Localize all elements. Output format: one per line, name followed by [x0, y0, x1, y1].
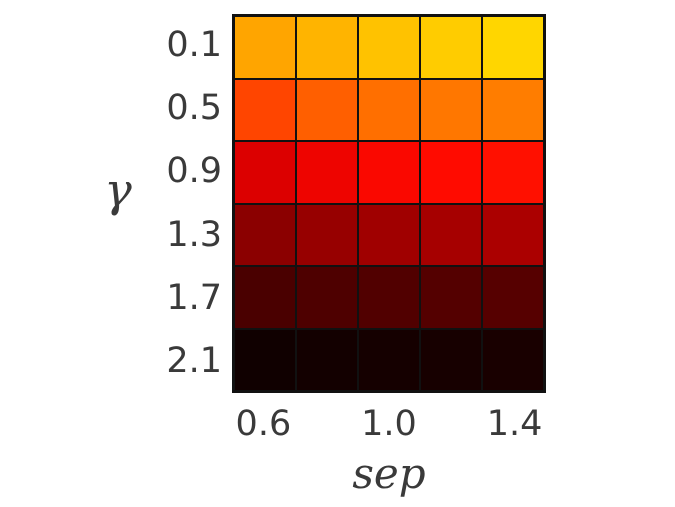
heatmap-cell-r5-c1: [296, 328, 358, 391]
heatmap-cell-r1-c3: [420, 78, 482, 141]
heatmap-cell-r1-c4: [482, 78, 544, 141]
heatmap-cell-r2-c3: [420, 141, 482, 204]
x-axis-tick-labels: 0.6 1.0 1.4: [232, 400, 546, 448]
heatmap-cell-r4-c1: [296, 266, 358, 329]
heatmap-grid: [232, 14, 546, 393]
heatmap-cell-r3-c1: [296, 203, 358, 266]
heatmap-cell-r4-c3: [420, 266, 482, 329]
heatmap-cell-r4-c2: [358, 266, 420, 329]
x-tick-label-1: 1.0: [361, 404, 417, 444]
y-tick-label-4: 1.7: [166, 277, 222, 318]
y-tick-label-0: 0.1: [166, 25, 222, 66]
x-axis-label: sep: [352, 449, 426, 498]
heatmap-cell-r3-c4: [482, 203, 544, 266]
heatmap-cell-r3-c3: [420, 203, 482, 266]
heatmap-cell-r0-c4: [482, 16, 544, 79]
heatmap-cell-r2-c1: [296, 141, 358, 204]
heatmap-cell-r5-c4: [482, 328, 544, 391]
heatmap-cell-r2-c0: [234, 141, 296, 204]
heatmap-cell-r3-c2: [358, 203, 420, 266]
heatmap-cell-r4-c0: [234, 266, 296, 329]
heatmap-cell-r1-c0: [234, 78, 296, 141]
y-tick-label-2: 0.9: [166, 151, 222, 192]
y-tick-label-3: 1.3: [166, 214, 222, 255]
y-tick-label-5: 2.1: [166, 340, 222, 381]
heatmap-cell-r1-c1: [296, 78, 358, 141]
x-tick-label-2: 1.4: [486, 404, 543, 444]
y-tick-label-1: 0.5: [166, 88, 222, 129]
heatmap-cell-r2-c2: [358, 141, 420, 204]
heatmap-cell-r0-c3: [420, 16, 482, 79]
y-axis-label: γ: [104, 163, 132, 217]
heatmap-cell-r0-c2: [358, 16, 420, 79]
heatmap-cell-r5-c0: [234, 328, 296, 391]
heatmap-cell-r4-c4: [482, 266, 544, 329]
heatmap-cell-r0-c0: [234, 16, 296, 79]
heatmap-cell-r1-c2: [358, 78, 420, 141]
heatmap-cell-r3-c0: [234, 203, 296, 266]
heatmap-cell-r5-c2: [358, 328, 420, 391]
heatmap-cell-r5-c3: [420, 328, 482, 391]
heatmap-cell-r0-c1: [296, 16, 358, 79]
y-axis-tick-labels: 0.1 0.5 0.9 1.3 1.7 2.1: [50, 14, 222, 393]
x-tick-label-0: 0.6: [235, 404, 292, 444]
heatmap-cell-r2-c4: [482, 141, 544, 204]
